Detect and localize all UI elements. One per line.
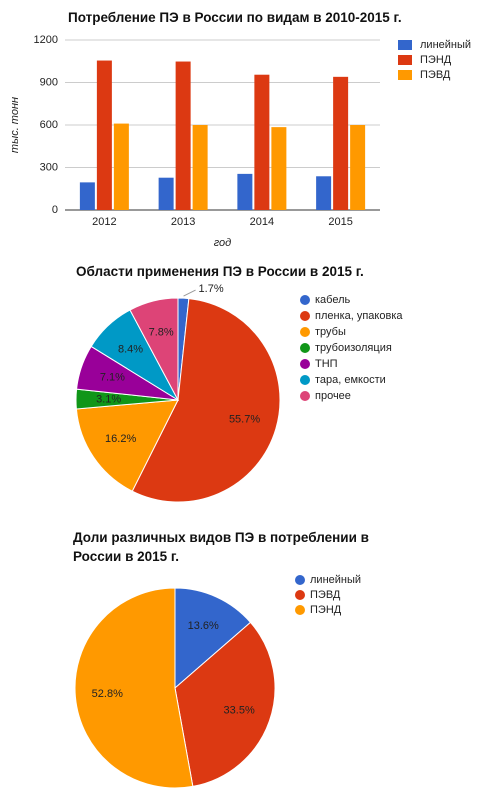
bar [254,74,270,210]
bar [316,176,332,210]
y-tick-label: 600 [40,119,58,131]
bar [350,125,366,210]
legend-marker [295,575,305,585]
legend-marker [398,70,412,80]
legend-marker [300,327,310,337]
legend-label: трубоизоляция [315,342,392,354]
bar [79,182,95,210]
x-tick-label: 2015 [328,216,352,228]
slice-label: 8.4% [118,343,143,355]
chart-title: Области применения ПЭ в России в 2015 г. [76,264,364,279]
slice-label: 52.8% [92,688,123,700]
legend-marker [398,40,412,50]
legend-label: ПЭНД [310,604,342,616]
slice-label: 7.1% [100,371,125,383]
legend-label: пленка, упаковка [315,310,403,322]
legend-label: линейный [310,574,361,586]
legend-marker [300,359,310,369]
legend-marker [300,311,310,321]
legend-marker [300,375,310,385]
legend-marker [300,391,310,401]
y-tick-label: 300 [40,161,58,173]
bar [96,60,112,210]
legend-label: тара, емкости [315,374,386,386]
y-axis-label: тыс. тонн [9,97,21,153]
slice-label: 16.2% [105,433,136,445]
legend-marker [295,605,305,615]
legend-marker [295,590,305,600]
bar [158,177,174,210]
bar [271,127,287,210]
x-tick-label: 2012 [92,216,116,228]
bar [192,125,208,210]
y-tick-label: 1200 [34,34,58,46]
slice-label: 3.1% [96,393,121,405]
x-tick-label: 2014 [250,216,274,228]
slice-label: 33.5% [224,704,255,716]
slice-label: 1.7% [199,283,224,295]
pie-slice [131,298,281,503]
legend-label: ПЭВД [420,69,451,81]
slice-label: 13.6% [188,620,219,632]
x-tick-label: 2013 [171,216,195,228]
bar [333,76,349,210]
legend-marker [300,343,310,353]
x-axis-label: год [214,237,232,249]
pie-slice [75,399,179,492]
legend-label: линейный [420,39,471,51]
pie-slice [174,587,252,690]
legend-label: прочее [315,390,351,402]
slice-label: 7.8% [149,327,174,339]
legend-label: ПЭВД [310,589,341,601]
legend-label: ПЭНД [420,54,452,66]
legend-marker [398,55,412,65]
pie-slice [74,587,194,789]
y-tick-label: 900 [40,76,58,88]
bar [175,61,191,211]
chart-title: Доли различных видов ПЭ в потреблении в … [73,530,369,564]
bar [237,173,253,210]
bar [113,123,129,210]
legend-label: ТНП [315,358,338,370]
slice-label: 55.7% [229,413,260,425]
legend-label: трубы [315,326,346,338]
pie-slice [174,621,276,787]
y-tick-label: 0 [52,204,58,216]
chart-title: Потребление ПЭ в России по видам в 2010-… [68,10,402,25]
legend-marker [300,295,310,305]
pie-slice [129,297,179,401]
leader-line [183,289,196,297]
legend-label: кабель [315,294,351,306]
